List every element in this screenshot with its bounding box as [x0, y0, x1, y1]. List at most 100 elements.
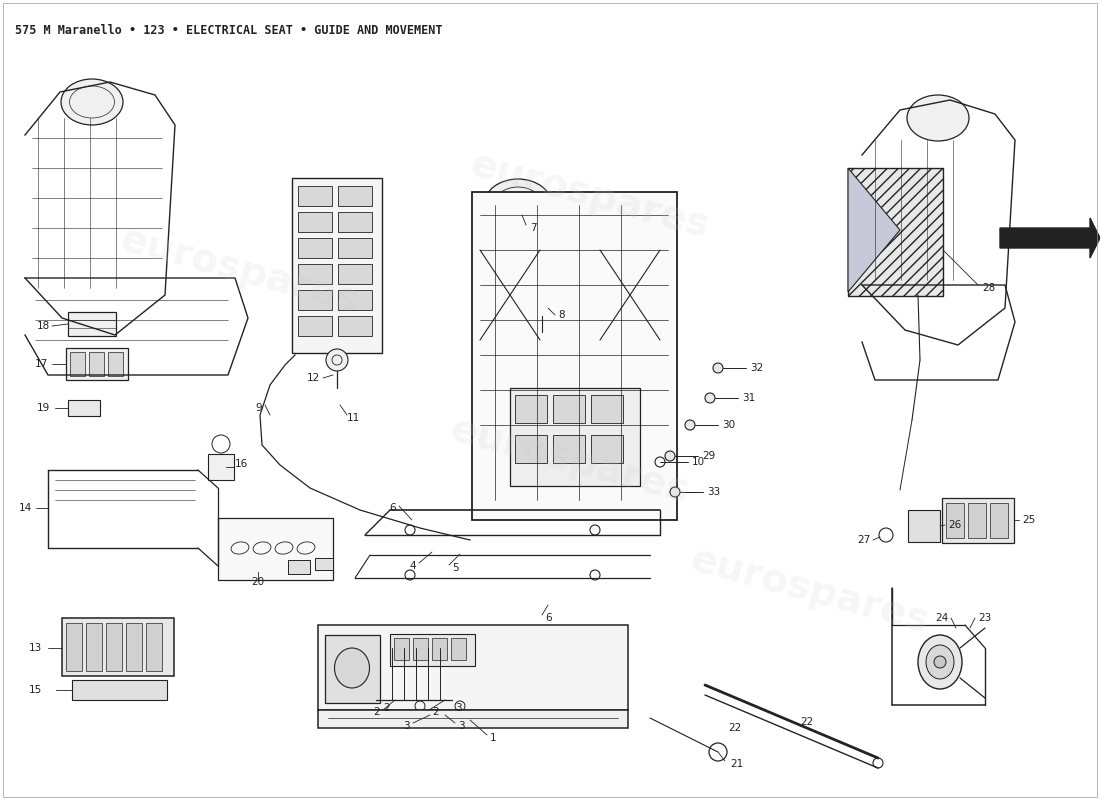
Circle shape — [934, 656, 946, 668]
Text: 2: 2 — [432, 707, 439, 717]
Circle shape — [666, 451, 675, 461]
Bar — [70, 352, 85, 376]
Text: 24: 24 — [935, 613, 948, 623]
Text: 575 M Maranello • 123 • ELECTRICAL SEAT • GUIDE AND MOVEMENT: 575 M Maranello • 123 • ELECTRICAL SEAT … — [15, 23, 442, 37]
Bar — [515, 395, 547, 423]
Text: eurospares: eurospares — [686, 540, 934, 640]
Text: 17: 17 — [35, 359, 48, 369]
Text: 31: 31 — [742, 393, 756, 403]
Text: 32: 32 — [750, 363, 763, 373]
Bar — [553, 435, 585, 463]
Text: 25: 25 — [1022, 515, 1035, 525]
Text: 4: 4 — [409, 561, 416, 571]
Bar — [472, 192, 676, 520]
Text: 16: 16 — [235, 459, 249, 469]
Ellipse shape — [60, 79, 123, 125]
Bar — [324, 635, 380, 703]
Bar — [532, 298, 552, 316]
Text: 3: 3 — [458, 721, 464, 731]
Text: eurospares: eurospares — [117, 220, 363, 320]
Bar — [412, 638, 428, 660]
Circle shape — [713, 363, 723, 373]
Text: eurospares: eurospares — [466, 145, 714, 245]
Ellipse shape — [918, 635, 962, 689]
Bar — [126, 623, 142, 671]
Circle shape — [326, 349, 348, 371]
Text: 8: 8 — [558, 310, 564, 320]
Text: 26: 26 — [948, 520, 961, 530]
Bar — [298, 264, 332, 284]
Text: 5: 5 — [452, 563, 459, 573]
Text: 9: 9 — [255, 403, 262, 413]
Bar — [62, 618, 174, 676]
Bar — [288, 560, 310, 574]
Text: 11: 11 — [346, 413, 361, 423]
Bar — [66, 623, 82, 671]
Bar — [86, 623, 102, 671]
Bar — [298, 290, 332, 310]
Bar — [510, 388, 640, 486]
Text: 29: 29 — [702, 451, 715, 461]
Polygon shape — [1000, 218, 1100, 258]
Bar — [908, 510, 940, 542]
Bar — [338, 212, 372, 232]
Text: 12: 12 — [307, 373, 320, 383]
Text: 7: 7 — [530, 223, 537, 233]
Ellipse shape — [484, 179, 552, 231]
Text: 3: 3 — [404, 721, 410, 731]
Bar — [315, 558, 333, 570]
Bar — [990, 503, 1008, 538]
Text: 30: 30 — [722, 420, 735, 430]
Text: 1: 1 — [490, 733, 496, 743]
Bar — [68, 400, 100, 416]
Bar — [515, 435, 547, 463]
Bar — [432, 638, 447, 660]
Text: 33: 33 — [707, 487, 721, 497]
Text: 22: 22 — [800, 717, 813, 727]
Bar — [338, 316, 372, 336]
Bar — [298, 238, 332, 258]
Bar — [394, 638, 409, 660]
Text: 27: 27 — [857, 535, 870, 545]
Bar — [942, 498, 1014, 543]
Text: 6: 6 — [544, 613, 551, 623]
Bar — [292, 178, 382, 353]
Text: eurospares: eurospares — [447, 410, 693, 510]
Circle shape — [705, 393, 715, 403]
Bar — [218, 518, 333, 580]
Bar — [66, 348, 128, 380]
Ellipse shape — [926, 645, 954, 679]
Bar — [68, 312, 116, 336]
Bar — [591, 395, 623, 423]
Bar — [72, 680, 167, 700]
Bar — [390, 634, 475, 666]
Bar — [89, 352, 104, 376]
Bar — [591, 435, 623, 463]
Bar — [338, 238, 372, 258]
Text: 14: 14 — [19, 503, 32, 513]
Text: 19: 19 — [36, 403, 50, 413]
Circle shape — [670, 487, 680, 497]
Text: 3: 3 — [455, 703, 462, 713]
Bar — [298, 316, 332, 336]
Text: 6: 6 — [389, 503, 396, 513]
Ellipse shape — [908, 95, 969, 141]
Text: 10: 10 — [692, 457, 705, 467]
Text: 13: 13 — [29, 643, 42, 653]
Bar — [848, 168, 943, 296]
Circle shape — [685, 420, 695, 430]
Text: 18: 18 — [36, 321, 50, 331]
Bar — [318, 625, 628, 710]
Text: 15: 15 — [29, 685, 42, 695]
Bar — [108, 352, 123, 376]
Bar — [338, 290, 372, 310]
Text: 22: 22 — [728, 723, 741, 733]
Bar — [298, 212, 332, 232]
Bar — [338, 264, 372, 284]
Bar — [146, 623, 162, 671]
Text: 2: 2 — [384, 703, 390, 713]
Bar — [106, 623, 122, 671]
Text: 2: 2 — [373, 707, 380, 717]
Bar — [451, 638, 466, 660]
Bar — [208, 454, 234, 480]
